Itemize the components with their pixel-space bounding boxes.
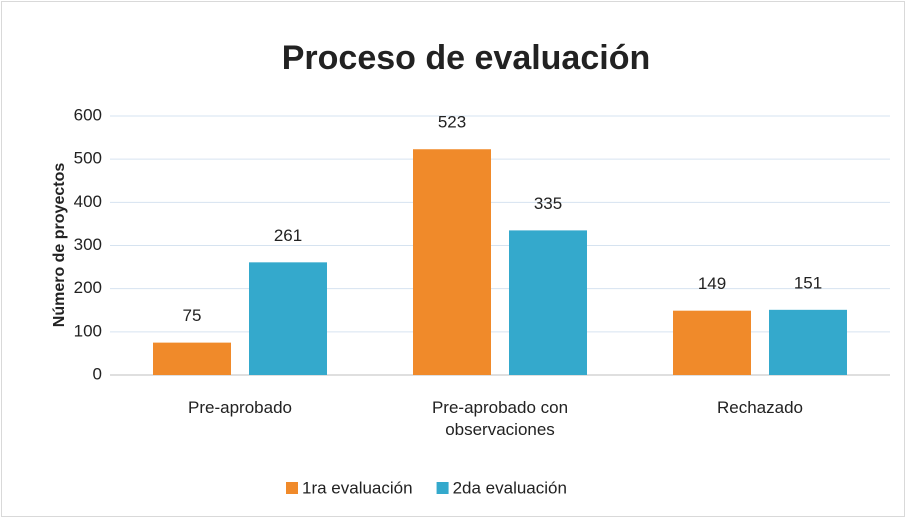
y-tick-label: 100 <box>74 321 102 340</box>
legend-label: 1ra evaluación <box>302 478 413 497</box>
x-tick-label: Pre-aprobado con observaciones <box>431 398 569 439</box>
y-tick-label: 300 <box>74 235 102 254</box>
y-tick-label: 500 <box>74 149 102 168</box>
y-tick-label: 0 <box>93 364 102 383</box>
chart-title: Proceso de evaluación <box>282 39 651 77</box>
bar <box>509 230 587 375</box>
data-label: 75 <box>183 306 202 325</box>
data-label: 523 <box>438 113 466 132</box>
bar <box>769 309 847 375</box>
bar <box>153 342 231 375</box>
y-tick-label: 200 <box>74 278 102 297</box>
legend-swatch <box>286 482 298 494</box>
bar <box>413 149 491 375</box>
data-label: 149 <box>698 274 726 293</box>
y-axis-label: Número de proyectos <box>51 163 68 328</box>
x-tick-label: Pre-aprobado <box>188 398 292 417</box>
data-label: 151 <box>794 273 822 292</box>
data-label: 335 <box>534 194 562 213</box>
bar <box>249 262 327 375</box>
legend-label: 2da evaluación <box>453 478 567 497</box>
legend-swatch <box>436 482 449 494</box>
data-label: 261 <box>274 226 302 245</box>
y-tick-label: 600 <box>74 105 102 124</box>
x-tick-label: Rechazado <box>716 398 803 417</box>
y-tick-label: 400 <box>74 192 102 211</box>
bar <box>673 310 751 375</box>
